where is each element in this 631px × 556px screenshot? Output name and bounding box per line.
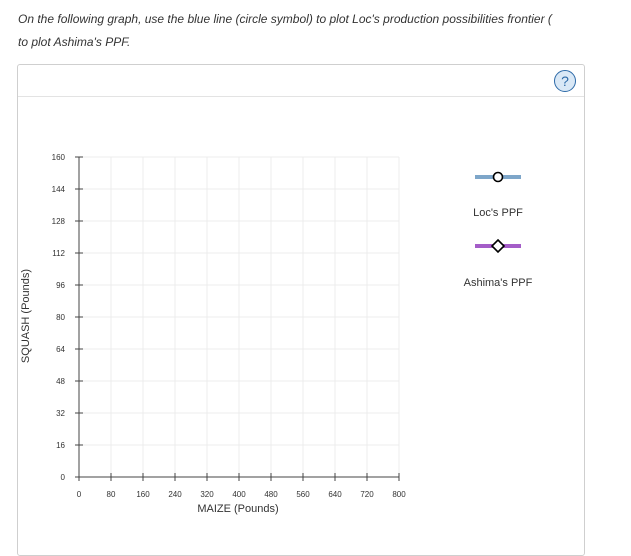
question-mark-icon: ? <box>561 73 569 89</box>
x-axis-label: MAIZE (Pounds) <box>197 503 279 515</box>
legend-label-loc: Loc's PPF <box>473 207 523 219</box>
instructions-line-2: to plot Ashima's PPF. <box>18 35 131 49</box>
graph-panel: ? <box>17 64 585 556</box>
legend-label-ashima: Ashima's PPF <box>463 277 533 289</box>
help-button[interactable]: ? <box>554 70 576 92</box>
instructions: On the following graph, use the blue lin… <box>18 8 631 54</box>
y-axis-label: SQUASH (Pounds) <box>20 268 32 364</box>
instructions-line-1: On the following graph, use the blue lin… <box>18 12 552 26</box>
panel-header: ? <box>18 65 584 97</box>
